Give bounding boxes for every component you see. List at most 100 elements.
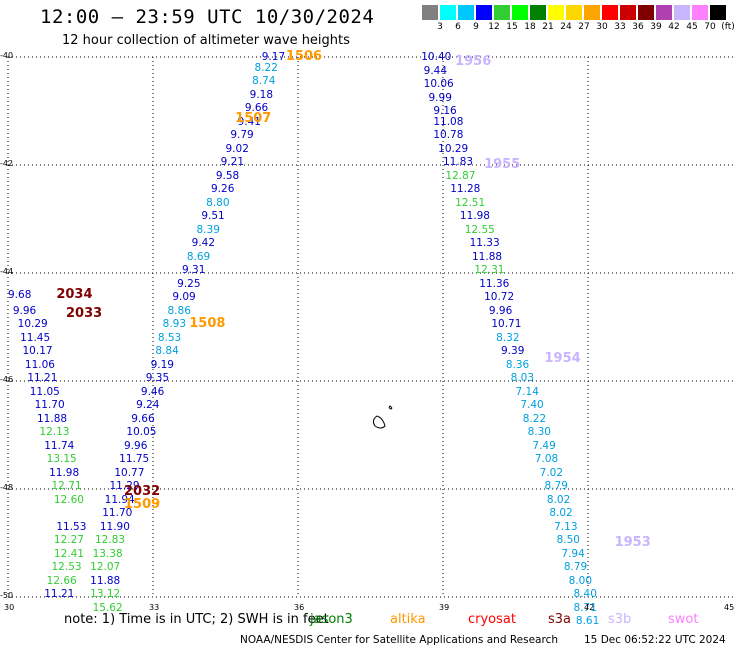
track-id-label: 1509 (124, 497, 161, 513)
wave-height-value: 8.50 (556, 534, 580, 547)
wave-height-value: 9.19 (150, 358, 174, 371)
y-tick-label: -50 (0, 591, 14, 600)
wave-height-value: 11.98 (49, 466, 80, 479)
wave-height-value: 10.29 (438, 142, 469, 155)
color-swatch-label: 15 (506, 22, 518, 32)
wave-height-value: 12.53 (51, 561, 82, 574)
x-tick-label: 36 (294, 603, 305, 612)
wave-height-value: 10.29 (17, 318, 48, 331)
wave-height-value: 11.08 (433, 115, 464, 128)
wave-height-value: 7.40 (520, 399, 544, 412)
wave-height-value: 8.84 (155, 345, 179, 358)
x-tick-label: 45 (724, 603, 735, 612)
track-id-label: 1507 (235, 111, 272, 127)
wave-height-value: 10.06 (423, 78, 454, 90)
color-swatch (512, 5, 528, 20)
wave-height-value: 8.00 (568, 574, 593, 587)
chart-subtitle: 12 hour collection of altimeter wave hei… (62, 33, 350, 48)
wave-height-value: 9.39 (501, 345, 525, 358)
wave-height-value: 10.71 (491, 318, 522, 331)
wave-height-value: 9.21 (220, 156, 245, 169)
y-tick-label: -42 (0, 159, 14, 168)
color-swatch-label: 45 (686, 22, 698, 32)
wave-height-value: 7.94 (561, 547, 585, 560)
satellite-legend-item: jason3 (310, 612, 353, 627)
wave-height-value: 9.41 (237, 115, 261, 128)
color-swatch-label: 12 (488, 22, 500, 32)
wave-height-value: 12.71 (51, 480, 82, 493)
color-swatch-label: 42 (668, 22, 680, 32)
wave-height-value: 8.22 (522, 412, 547, 425)
wave-height-value: 9.24 (136, 399, 160, 412)
wave-height-value: 11.70 (102, 507, 133, 520)
satellite-legend-item: s3b (608, 612, 632, 627)
wave-height-value: 9.35 (145, 372, 170, 385)
wave-height-value: 9.96 (12, 304, 37, 317)
wave-height-value: 8.53 (157, 331, 182, 344)
wave-height-value: 12.13 (39, 426, 70, 439)
track-id-label: 1953 (614, 535, 651, 550)
x-tick-label: 42 (584, 603, 595, 612)
x-tick-label: 30 (4, 603, 15, 612)
wave-height-value: 12.07 (90, 561, 121, 574)
track-id-label: 1508 (189, 316, 226, 332)
color-swatch (638, 5, 654, 20)
wave-height-value: 10.77 (114, 466, 145, 479)
wave-height-value: 9.44 (423, 64, 448, 77)
track-id-label: 1506 (285, 49, 323, 64)
wave-height-value: 12.87 (445, 169, 476, 182)
satellite-legend-item: s3a (548, 612, 572, 627)
y-tick-label: -44 (0, 267, 14, 276)
wave-height-value: 8.32 (496, 331, 520, 344)
track-id-label: 2033 (66, 305, 103, 321)
wave-height-value: 11.94 (104, 493, 135, 506)
wave-height-value: 9.42 (191, 237, 216, 250)
wave-height-value: 13.38 (92, 547, 123, 560)
color-swatch-label: 18 (524, 22, 536, 32)
y-tick-label: -48 (0, 483, 14, 492)
wave-height-value: 11.88 (90, 574, 121, 587)
wave-height-value: 9.66 (244, 102, 269, 115)
wave-height-value: 10.40 (421, 51, 452, 63)
color-swatch-label: 30 (596, 22, 608, 32)
wave-height-value: 12.27 (53, 534, 84, 547)
wave-height-value: 11.83 (443, 156, 474, 169)
wave-height-value: 11.88 (37, 412, 68, 425)
wave-height-value: 11.28 (450, 183, 481, 196)
wave-height-value: 8.79 (563, 561, 588, 574)
wave-height-value: 9.46 (140, 385, 165, 398)
wave-height-value: 8.80 (206, 196, 230, 209)
wave-height-value: 9.25 (177, 277, 201, 290)
wave-height-value: 11.21 (27, 372, 58, 385)
wave-height-value: 9.18 (249, 88, 274, 101)
wave-height-value: 7.02 (539, 466, 564, 479)
wave-height-value: 12.51 (455, 196, 486, 209)
color-swatch (656, 5, 672, 20)
wave-height-value: 9.02 (225, 142, 249, 155)
wave-height-value: 8.93 (162, 318, 187, 331)
wave-height-value: 10.78 (433, 129, 464, 142)
wave-height-value: 11.88 (472, 250, 503, 263)
wave-height-value: 12.83 (95, 534, 126, 547)
wave-height-value: 8.74 (252, 75, 276, 88)
wave-height-value: 15.62 (92, 601, 123, 614)
wave-height-value: 12.60 (53, 493, 84, 506)
color-swatch (476, 5, 492, 20)
wave-height-value: 9.16 (433, 105, 457, 117)
satellite-legend-item: cryosat (468, 612, 516, 627)
color-swatch (494, 5, 510, 20)
wave-height-value: 10.05 (126, 426, 157, 439)
wave-height-value: 9.17 (261, 51, 286, 63)
wave-height-value: 9.96 (124, 439, 148, 452)
wave-height-value: 10.17 (22, 345, 53, 358)
wave-height-value: 8.39 (196, 223, 220, 236)
wave-height-value: 9.79 (230, 129, 254, 142)
color-swatch (710, 5, 726, 20)
color-swatch-label: 36 (632, 22, 644, 32)
lat-lon-grid (7, 56, 733, 598)
color-swatch-label: 33 (614, 22, 626, 32)
wave-height-value: 7.14 (515, 385, 539, 398)
color-swatch-label: (ft) (721, 22, 735, 32)
wave-height-value: 7.08 (534, 453, 559, 466)
color-swatch (548, 5, 564, 20)
